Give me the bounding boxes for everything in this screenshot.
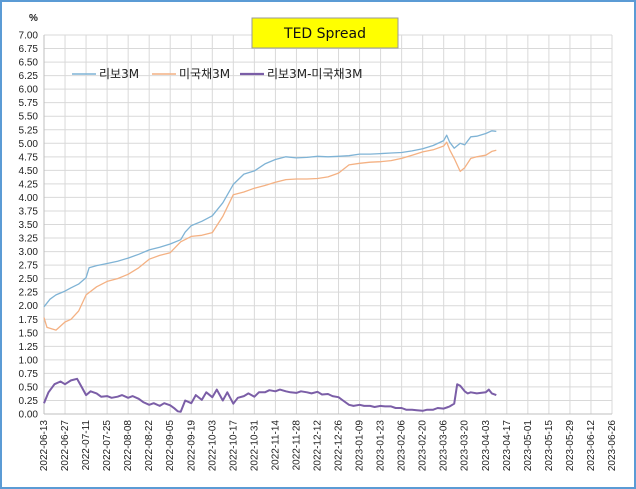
x-tick-label: 2022-09-19 <box>186 420 197 472</box>
y-tick-label: 0.25 <box>19 396 39 407</box>
x-tick-label: 2023-02-20 <box>418 420 429 472</box>
y-tick-label: 0.75 <box>19 369 39 380</box>
y-tick-label: 6.50 <box>19 58 39 69</box>
x-tick-label: 2022-11-14 <box>270 420 281 471</box>
y-tick-label: 3.50 <box>19 220 39 231</box>
x-tick-label: 2022-10-03 <box>207 420 218 472</box>
x-tick-label: 2023-03-20 <box>460 420 471 472</box>
y-tick-label: 5.50 <box>19 112 39 123</box>
series-line-2 <box>43 141 497 331</box>
series-line-1 <box>43 130 497 308</box>
x-tick-label: 2022-08-22 <box>144 420 155 472</box>
x-tick-label: 2023-05-29 <box>565 420 576 472</box>
x-tick-label: 2023-06-26 <box>607 420 618 472</box>
legend-label-3: 리보3M-미국채3M <box>267 67 363 81</box>
x-tick-label: 2023-01-09 <box>355 420 366 472</box>
y-tick-label: 5.00 <box>19 139 39 150</box>
x-tick-label: 2022-06-13 <box>39 420 50 472</box>
y-tick-label: 2.25 <box>19 288 39 299</box>
grid-lines <box>43 34 613 415</box>
y-tick-label: 6.75 <box>19 44 39 55</box>
x-axis-ticks: 2022-06-13 2022-06-27 2022-07-11 2022-07-25… <box>39 420 618 472</box>
x-tick-label: 2022-12-12 <box>312 420 323 472</box>
legend-label-1: 리보3M <box>99 67 139 81</box>
x-tick-label: 2023-04-03 <box>481 420 492 472</box>
legend: 리보3M 미국채3M 리보3M-미국채3M <box>72 67 363 81</box>
x-tick-label: 2022-10-31 <box>249 420 260 472</box>
y-tick-label: 7.00 <box>19 31 39 42</box>
legend-label-2: 미국채3M <box>179 67 230 81</box>
y-tick-label: 4.75 <box>19 152 39 163</box>
series-layer <box>43 130 497 413</box>
x-tick-label: 2023-03-06 <box>439 420 450 472</box>
x-tick-label: 2022-10-17 <box>228 420 239 472</box>
y-tick-label: 1.50 <box>19 328 39 339</box>
y-tick-label: 4.50 <box>19 166 39 177</box>
x-tick-label: 2022-07-25 <box>102 420 113 472</box>
x-tick-label: 2022-08-08 <box>123 420 134 472</box>
x-tick-label: 2023-01-23 <box>376 420 387 472</box>
x-tick-label: 2023-02-06 <box>397 420 408 472</box>
y-tick-label: 0.50 <box>19 382 39 393</box>
y-tick-label: 6.25 <box>19 71 39 82</box>
y-tick-label: 6.00 <box>19 85 39 96</box>
y-tick-label: 1.00 <box>19 355 39 366</box>
y-axis-ticks: 0.00 0.25 0.50 0.75 1.00 1.25 1.50 1.75 2.00 2.25… <box>19 31 39 421</box>
y-tick-label: 2.00 <box>19 301 39 312</box>
x-tick-label: 2023-05-15 <box>544 420 555 472</box>
y-tick-label: 3.25 <box>19 234 39 245</box>
chart-title: TED Spread <box>283 26 366 42</box>
y-tick-label: 2.50 <box>19 274 39 285</box>
y-tick-label: 1.25 <box>19 342 39 353</box>
y-tick-label: 4.00 <box>19 193 39 204</box>
x-tick-label: 2023-04-17 <box>502 420 513 472</box>
x-tick-label: 2023-05-01 <box>523 420 534 472</box>
y-tick-label: 3.00 <box>19 247 39 258</box>
series-line-3 <box>43 377 497 413</box>
x-tick-label: 2022-11-28 <box>291 420 302 471</box>
y-axis-unit-label: % <box>29 13 38 24</box>
y-tick-label: 1.75 <box>19 315 39 326</box>
x-tick-label: 2022-06-27 <box>60 420 71 472</box>
x-tick-label: 2022-12-26 <box>334 420 345 472</box>
y-tick-label: 0.00 <box>19 410 39 421</box>
x-tick-label: 2022-07-11 <box>81 420 92 471</box>
x-tick-label: 2023-06-12 <box>586 420 597 472</box>
chart-title-box <box>251 17 399 49</box>
y-tick-label: 3.75 <box>19 206 39 217</box>
y-tick-label: 5.75 <box>19 98 39 109</box>
x-tick-label: 2022-09-05 <box>165 420 176 472</box>
y-tick-label: 4.25 <box>19 179 39 190</box>
y-tick-label: 2.75 <box>19 261 39 272</box>
y-tick-label: 5.25 <box>19 125 39 136</box>
